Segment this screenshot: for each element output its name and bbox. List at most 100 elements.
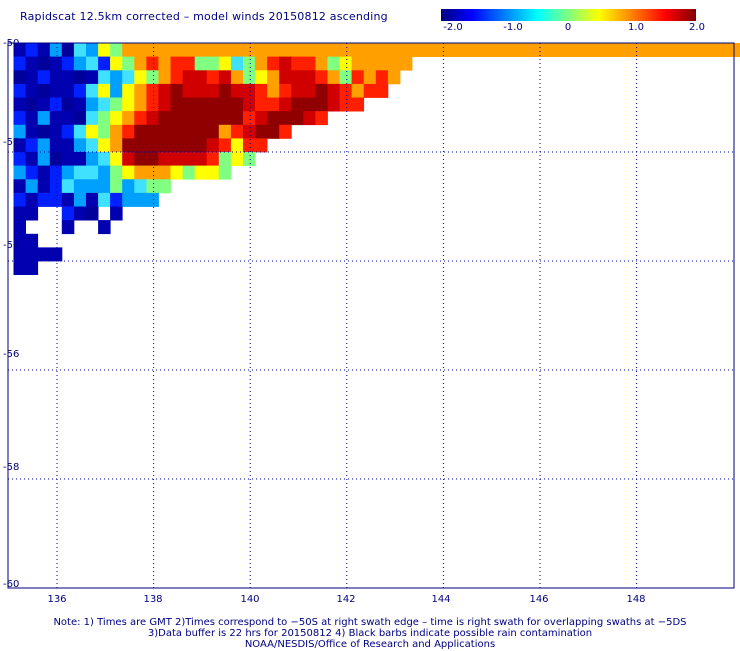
wind-cell bbox=[14, 84, 27, 98]
wind-cell bbox=[364, 70, 377, 84]
wind-cell bbox=[460, 43, 473, 57]
wind-cell bbox=[26, 57, 38, 71]
wind-cell bbox=[533, 43, 546, 57]
wind-cell bbox=[231, 125, 244, 139]
wind-cell bbox=[122, 57, 135, 71]
wind-cell bbox=[26, 234, 38, 248]
wind-cell bbox=[74, 57, 87, 71]
wind-cell bbox=[400, 43, 413, 57]
wind-cell bbox=[62, 179, 75, 193]
wind-cell bbox=[122, 43, 135, 57]
wind-cell bbox=[340, 98, 353, 112]
wind-cell bbox=[62, 152, 75, 166]
wind-cell bbox=[14, 261, 27, 275]
wind-cell bbox=[158, 138, 171, 152]
wind-cell bbox=[219, 152, 232, 166]
wind-cell bbox=[243, 43, 256, 57]
wind-cell bbox=[291, 98, 304, 112]
wind-cell bbox=[110, 111, 123, 125]
wind-cell bbox=[315, 43, 328, 57]
wind-cell bbox=[62, 193, 75, 207]
wind-cell bbox=[62, 98, 75, 112]
wind-cell bbox=[340, 70, 353, 84]
wind-cell bbox=[122, 84, 135, 98]
wind-cell bbox=[279, 125, 292, 139]
wind-cell bbox=[86, 84, 99, 98]
lat-label: -50 bbox=[3, 38, 19, 49]
wind-cell bbox=[352, 70, 365, 84]
note-line-3: NOAA/NESDIS/Office of Research and Appli… bbox=[0, 639, 740, 651]
wind-cell bbox=[279, 57, 292, 71]
wind-cell bbox=[62, 125, 75, 139]
wind-cell bbox=[195, 84, 208, 98]
wind-cell bbox=[26, 152, 38, 166]
wind-cell bbox=[38, 138, 51, 152]
lon-label: 138 bbox=[143, 594, 162, 605]
wind-cell bbox=[243, 138, 256, 152]
wind-cell bbox=[158, 125, 171, 139]
wind-cell bbox=[74, 166, 87, 180]
wind-cell bbox=[207, 138, 220, 152]
wind-cell bbox=[62, 84, 75, 98]
wind-cell bbox=[243, 152, 256, 166]
wind-cell bbox=[364, 84, 377, 98]
wind-cell bbox=[195, 43, 208, 57]
wind-cell bbox=[171, 57, 184, 71]
wind-cell bbox=[26, 70, 38, 84]
wind-cell bbox=[231, 43, 244, 57]
wind-cell bbox=[171, 125, 184, 139]
wind-cell bbox=[50, 247, 63, 261]
wind-cell bbox=[641, 43, 654, 57]
wind-cell bbox=[303, 111, 316, 125]
wind-cell bbox=[50, 70, 63, 84]
wind-cell bbox=[74, 111, 87, 125]
wind-cell bbox=[485, 43, 498, 57]
wind-cell bbox=[702, 43, 715, 57]
wind-cell bbox=[86, 152, 99, 166]
wind-cell bbox=[158, 111, 171, 125]
wind-cell bbox=[666, 43, 679, 57]
wind-cell bbox=[110, 138, 123, 152]
wind-cell bbox=[38, 84, 51, 98]
wind-cell bbox=[171, 152, 184, 166]
wind-cell bbox=[134, 98, 147, 112]
wind-cell bbox=[98, 98, 111, 112]
wind-cell bbox=[171, 43, 184, 57]
wind-cell bbox=[158, 179, 171, 193]
wind-cell bbox=[267, 84, 280, 98]
wind-cell bbox=[74, 138, 87, 152]
wind-cell bbox=[26, 207, 38, 221]
wind-cell bbox=[243, 70, 256, 84]
wind-cell bbox=[243, 111, 256, 125]
wind-cell bbox=[98, 57, 111, 71]
wind-cell bbox=[74, 193, 87, 207]
wind-cell bbox=[183, 43, 196, 57]
wind-cell bbox=[134, 57, 147, 71]
lat-label: -52 bbox=[3, 137, 19, 148]
wind-cell bbox=[267, 43, 280, 57]
wind-cell bbox=[303, 70, 316, 84]
wind-cell bbox=[134, 125, 147, 139]
wind-cell bbox=[122, 111, 135, 125]
wind-cell bbox=[521, 43, 534, 57]
wind-cell bbox=[376, 84, 389, 98]
wind-cell bbox=[183, 125, 196, 139]
wind-cell bbox=[678, 43, 691, 57]
wind-cell bbox=[497, 43, 510, 57]
wind-cell bbox=[207, 43, 220, 57]
wind-cell bbox=[243, 98, 256, 112]
wind-cell bbox=[207, 57, 220, 71]
wind-cell bbox=[436, 43, 449, 57]
wind-cell bbox=[388, 57, 401, 71]
wind-cell bbox=[98, 193, 111, 207]
wind-cell bbox=[690, 43, 703, 57]
wind-cell bbox=[315, 111, 328, 125]
wind-cell bbox=[219, 84, 232, 98]
lat-label: -54 bbox=[3, 240, 19, 251]
wind-cell bbox=[38, 70, 51, 84]
lon-label: 142 bbox=[336, 594, 355, 605]
wind-cell bbox=[183, 84, 196, 98]
wind-cell bbox=[134, 43, 147, 57]
wind-cell bbox=[122, 166, 135, 180]
wind-cell bbox=[50, 166, 63, 180]
